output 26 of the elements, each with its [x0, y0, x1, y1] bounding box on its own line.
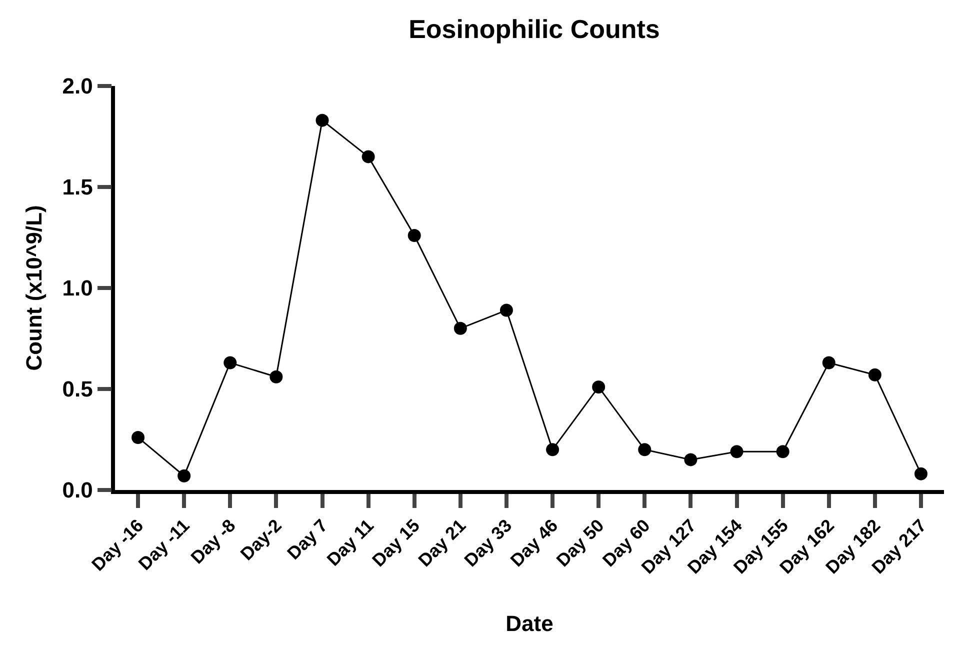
y-axis-title: Count (x10^9/L)	[22, 205, 47, 371]
point	[730, 445, 744, 458]
y-tick-label: 2.0	[62, 74, 93, 99]
point	[270, 370, 283, 384]
point	[546, 443, 560, 456]
point	[132, 430, 145, 444]
point	[638, 443, 652, 456]
point	[776, 445, 790, 458]
point	[914, 467, 928, 480]
y-tick-label: 1.0	[62, 276, 93, 301]
point	[592, 380, 606, 394]
point	[362, 150, 375, 164]
point	[224, 356, 237, 370]
chart-title: Eosinophilic Counts	[408, 14, 660, 44]
y-tick-label: 1.5	[62, 174, 93, 200]
point	[178, 469, 191, 482]
point	[822, 356, 836, 370]
x-axis-title: Date	[506, 611, 554, 636]
point	[454, 322, 467, 335]
point	[684, 453, 698, 466]
y-tick-label: 0.0	[62, 478, 93, 503]
point	[500, 304, 513, 317]
y-tick-label: 0.5	[62, 376, 93, 402]
point	[408, 228, 421, 242]
point	[868, 368, 882, 382]
point	[316, 114, 329, 127]
